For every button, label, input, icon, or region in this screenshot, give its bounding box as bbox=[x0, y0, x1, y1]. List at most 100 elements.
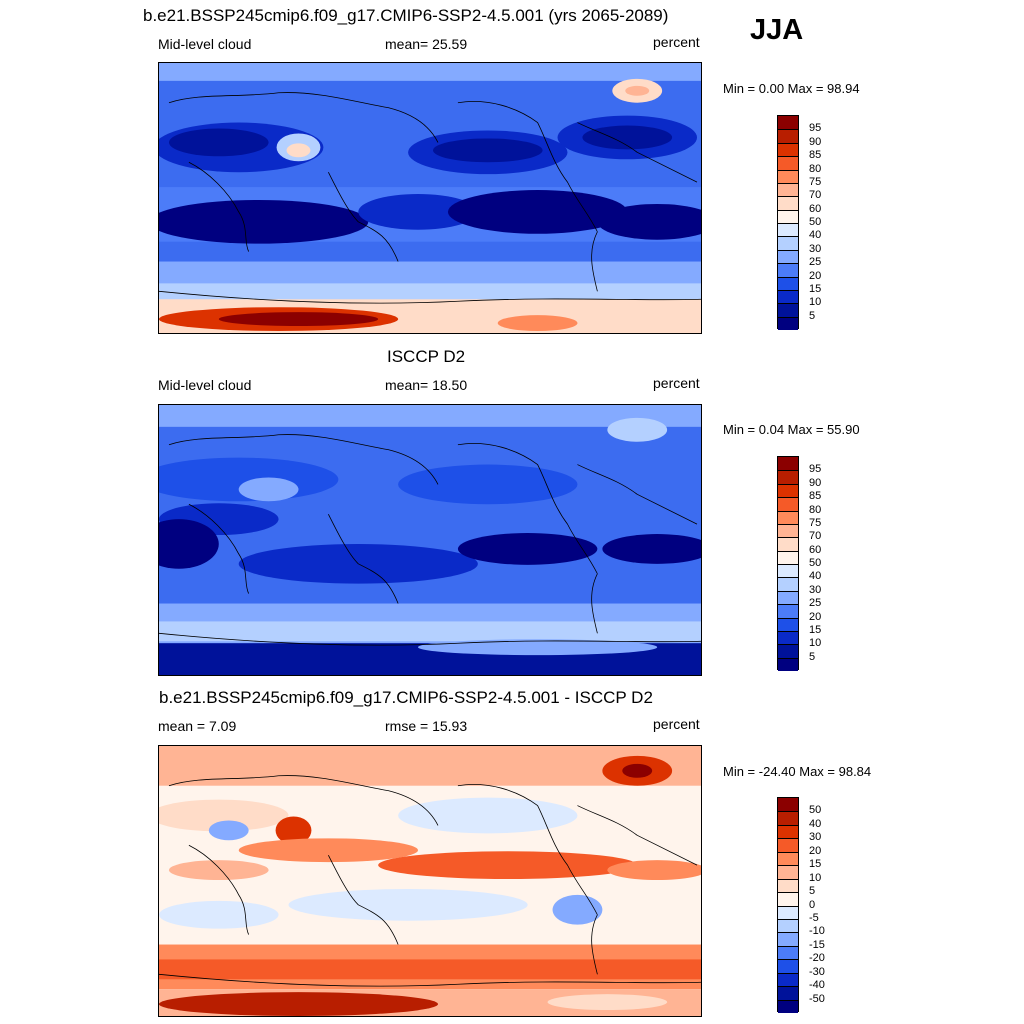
colorbar-swatch bbox=[778, 604, 798, 618]
colorbar-swatch bbox=[778, 972, 798, 987]
colorbar-swatch bbox=[778, 289, 798, 304]
colorbar-tick-label: -30 bbox=[809, 965, 825, 978]
colorbar-swatch bbox=[778, 483, 798, 498]
panel1-units-label: percent bbox=[653, 34, 700, 50]
colorbar-tick-label: 60 bbox=[809, 202, 822, 215]
colorbar-swatch bbox=[778, 851, 798, 866]
colorbar-swatch bbox=[778, 537, 798, 551]
season-label: JJA bbox=[750, 14, 804, 46]
colorbar-tick-label: 80 bbox=[809, 162, 822, 175]
colorbar-tick-label: 40 bbox=[809, 229, 822, 242]
colorbar-tick-label: 0 bbox=[809, 898, 816, 911]
colorbar-swatch bbox=[778, 918, 798, 933]
colorbar-tick-label: 95 bbox=[809, 463, 822, 476]
colorbar-tick-label: -5 bbox=[809, 911, 819, 924]
panel1-variable-label: Mid-level cloud bbox=[158, 36, 252, 52]
colorbar-swatch bbox=[778, 959, 798, 973]
colorbar-swatch bbox=[778, 236, 798, 250]
colorbar-swatch bbox=[778, 824, 798, 839]
colorbar-tick-label: -10 bbox=[809, 925, 825, 938]
colorbar-swatch bbox=[778, 577, 798, 591]
colorbar-tick-label: -50 bbox=[809, 992, 825, 1005]
colorbar-tick-label: 10 bbox=[809, 637, 822, 650]
colorbar-tick-label: 5 bbox=[809, 885, 816, 898]
colorbar-swatch bbox=[778, 510, 798, 524]
colorbar-tick-label: 50 bbox=[809, 557, 822, 569]
colorbar-swatch bbox=[778, 986, 798, 1000]
colorbar-tick-label: 10 bbox=[809, 871, 822, 884]
colorbar-tick-label: 75 bbox=[809, 175, 822, 188]
colorbar-swatch bbox=[778, 263, 798, 277]
colorbar-tick-label: 95 bbox=[809, 122, 822, 135]
colorbar-tick-label: 25 bbox=[809, 597, 822, 610]
colorbar-swatch bbox=[778, 630, 798, 645]
panel3-colorbar bbox=[777, 797, 799, 1013]
colorbar-tick-label: 60 bbox=[809, 543, 822, 556]
colorbar-swatch bbox=[778, 457, 798, 471]
colorbar-tick-label: 15 bbox=[809, 282, 822, 295]
colorbar-swatch bbox=[778, 169, 798, 183]
colorbar-tick-label: 40 bbox=[809, 817, 822, 830]
colorbar-swatch bbox=[778, 617, 798, 631]
colorbar-swatch bbox=[778, 865, 798, 879]
colorbar-tick-label: -40 bbox=[809, 979, 825, 992]
panel1-mean-label: mean= 25.59 bbox=[385, 36, 468, 52]
colorbar-tick-label: 40 bbox=[809, 570, 822, 583]
colorbar-swatch bbox=[778, 497, 798, 511]
colorbar-swatch bbox=[778, 945, 798, 960]
colorbar-swatch bbox=[778, 303, 798, 317]
colorbar-swatch bbox=[778, 156, 798, 170]
panel3-units-label: percent bbox=[653, 716, 700, 732]
colorbar-tick-label: 20 bbox=[809, 844, 822, 857]
panel3-minmax: Min = -24.40 Max = 98.84 bbox=[723, 764, 872, 779]
colorbar-swatch bbox=[778, 223, 798, 237]
colorbar-tick-label: 10 bbox=[809, 296, 822, 309]
colorbar-tick-label: 25 bbox=[809, 256, 822, 269]
colorbar-tick-label: 5 bbox=[809, 650, 816, 663]
colorbar-swatch bbox=[778, 116, 798, 130]
panel2-units-label: percent bbox=[653, 375, 700, 391]
colorbar-swatch bbox=[778, 878, 798, 893]
colorbar-tick-label: 85 bbox=[809, 490, 822, 503]
colorbar-swatch bbox=[778, 142, 798, 157]
colorbar-swatch bbox=[778, 892, 798, 906]
panel1-minmax: Min = 0.00 Max = 98.94 bbox=[723, 81, 860, 96]
panel2-minmax: Min = 0.04 Max = 55.90 bbox=[723, 422, 860, 437]
colorbar-swatch bbox=[778, 798, 798, 812]
colorbar-swatch bbox=[778, 276, 798, 290]
colorbar-tick-label: 15 bbox=[809, 858, 822, 871]
panel1-colorbar bbox=[777, 115, 799, 330]
colorbar-swatch bbox=[778, 523, 798, 538]
panel2-colorbar bbox=[777, 456, 799, 671]
colorbar-tick-label: 50 bbox=[809, 804, 822, 817]
colorbar-tick-label: 90 bbox=[809, 135, 822, 148]
colorbar-swatch bbox=[778, 209, 798, 223]
panel1-map bbox=[158, 62, 702, 334]
colorbar-swatch bbox=[778, 905, 798, 919]
colorbar-swatch bbox=[778, 644, 798, 658]
panel2-variable-label: Mid-level cloud bbox=[158, 377, 252, 393]
colorbar-tick-label: 70 bbox=[809, 189, 822, 202]
colorbar-swatch bbox=[778, 196, 798, 210]
colorbar-swatch bbox=[778, 999, 798, 1013]
colorbar-tick-label: 90 bbox=[809, 476, 822, 489]
panel2-title: ISCCP D2 bbox=[387, 347, 466, 366]
colorbar-tick-label: 15 bbox=[809, 623, 822, 636]
colorbar-swatch bbox=[778, 249, 798, 264]
colorbar-swatch bbox=[778, 811, 798, 825]
colorbar-swatch bbox=[778, 316, 798, 330]
colorbar-tick-label: 20 bbox=[809, 269, 822, 282]
colorbar-tick-label: -20 bbox=[809, 952, 825, 965]
panel2-map bbox=[158, 404, 702, 676]
colorbar-swatch bbox=[778, 932, 798, 946]
colorbar-swatch bbox=[778, 564, 798, 578]
colorbar-swatch bbox=[778, 182, 798, 197]
colorbar-tick-label: 30 bbox=[809, 831, 822, 844]
colorbar-swatch bbox=[778, 470, 798, 484]
colorbar-tick-label: 20 bbox=[809, 610, 822, 623]
colorbar-tick-label: 70 bbox=[809, 530, 822, 543]
colorbar-tick-label: 85 bbox=[809, 149, 822, 162]
colorbar-tick-label: 5 bbox=[809, 309, 816, 322]
colorbar-swatch bbox=[778, 550, 798, 564]
panel3-map bbox=[158, 745, 702, 1017]
